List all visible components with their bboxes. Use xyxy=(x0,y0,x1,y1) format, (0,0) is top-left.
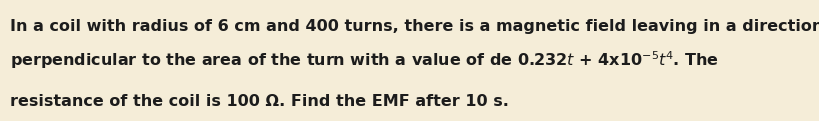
Text: resistance of the coil is 100 Ω. Find the EMF after 10 s.: resistance of the coil is 100 Ω. Find th… xyxy=(10,94,509,109)
Text: perpendicular to the area of the turn with a value of de 0.232$t$ + 4x10$^{-5}$$: perpendicular to the area of the turn wi… xyxy=(10,50,718,71)
Text: In a coil with radius of 6 cm and 400 turns, there is a magnetic field leaving i: In a coil with radius of 6 cm and 400 tu… xyxy=(10,19,819,34)
